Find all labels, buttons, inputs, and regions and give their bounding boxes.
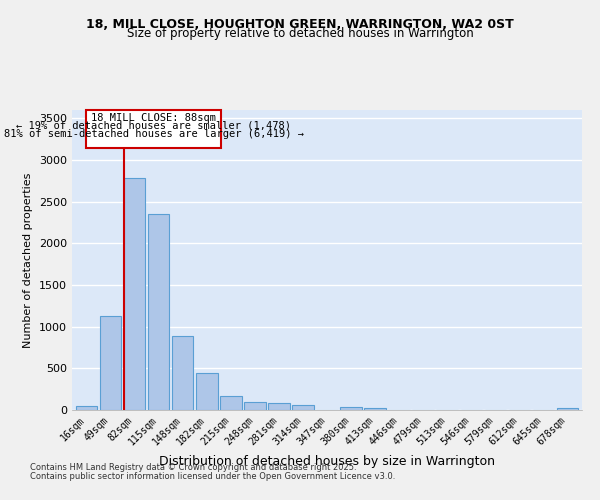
Text: ← 19% of detached houses are smaller (1,478): ← 19% of detached houses are smaller (1,… [16, 121, 291, 131]
FancyBboxPatch shape [86, 110, 221, 148]
Text: Size of property relative to detached houses in Warrington: Size of property relative to detached ho… [127, 28, 473, 40]
Y-axis label: Number of detached properties: Number of detached properties [23, 172, 34, 348]
Bar [148, 214, 169, 410]
Text: Contains HM Land Registry data © Crown copyright and database right 2025.: Contains HM Land Registry data © Crown c… [30, 464, 356, 472]
Bar [364, 408, 386, 410]
Bar [196, 374, 218, 410]
Text: 81% of semi-detached houses are larger (6,419) →: 81% of semi-detached houses are larger (… [4, 129, 304, 139]
Bar [340, 407, 362, 410]
Bar [244, 402, 266, 410]
Bar [172, 336, 193, 410]
Text: 18, MILL CLOSE, HOUGHTON GREEN, WARRINGTON, WA2 0ST: 18, MILL CLOSE, HOUGHTON GREEN, WARRINGT… [86, 18, 514, 30]
X-axis label: Distribution of detached houses by size in Warrington: Distribution of detached houses by size … [159, 455, 495, 468]
Bar [100, 316, 121, 410]
Bar [220, 396, 242, 410]
Bar [76, 406, 97, 410]
Bar [557, 408, 578, 410]
Bar [124, 178, 145, 410]
Text: Contains public sector information licensed under the Open Government Licence v3: Contains public sector information licen… [30, 472, 395, 481]
Bar [268, 402, 290, 410]
Bar [292, 406, 314, 410]
Text: 18 MILL CLOSE: 88sqm: 18 MILL CLOSE: 88sqm [91, 114, 216, 124]
